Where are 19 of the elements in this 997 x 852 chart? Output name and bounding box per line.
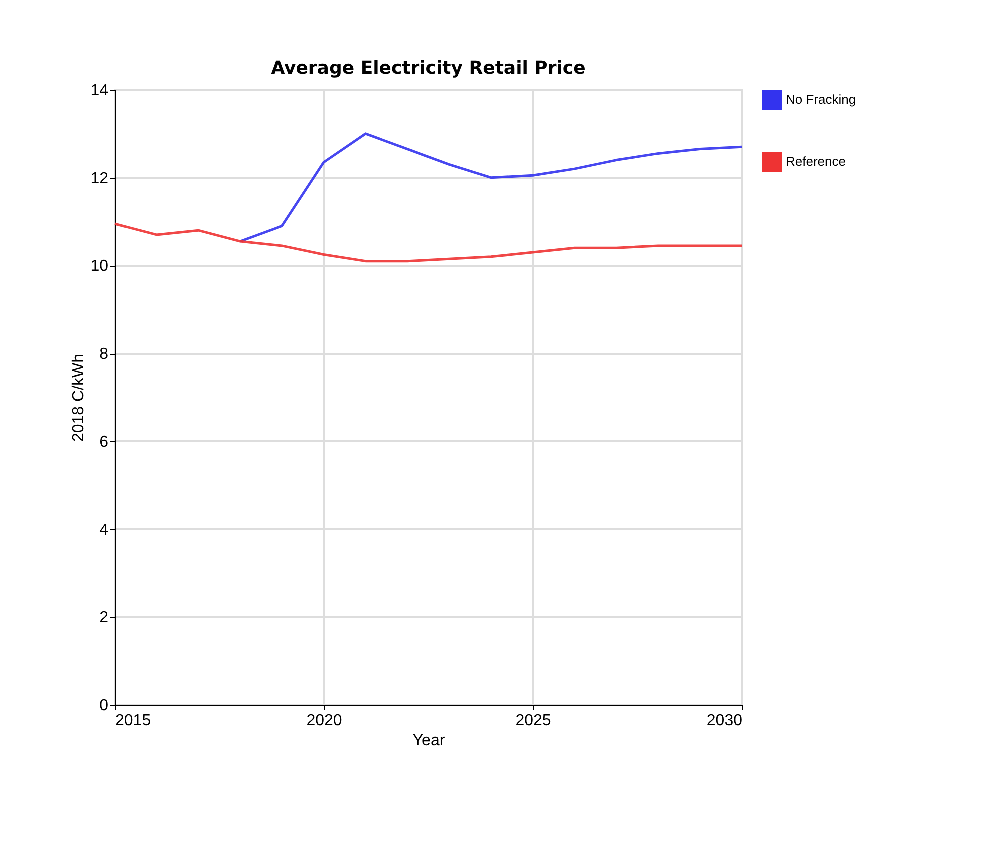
y-tick-label: 2: [100, 610, 109, 627]
y-tick-label: 4: [100, 522, 109, 539]
y-tick-label: 10: [90, 258, 109, 276]
y-axis-title: 2018 C/kWh: [70, 354, 88, 442]
legend-label: Reference: [786, 154, 846, 169]
x-tick-label: 2020: [306, 712, 342, 730]
x-tick-label: 2025: [516, 712, 552, 730]
line-series: [114, 222, 744, 263]
x-tick-label: 2015: [116, 712, 152, 730]
y-tick-label: 12: [90, 170, 109, 188]
chart-title: Average Electricity Retail Price: [271, 58, 586, 79]
y-tick-label: 14: [90, 82, 109, 100]
legend-label: No Fracking: [786, 92, 856, 107]
y-tick-label: 8: [100, 346, 109, 364]
x-tick-label: 2030: [706, 712, 743, 730]
y-tick-label: 6: [100, 434, 109, 451]
y-tick-label: 0: [100, 698, 109, 714]
x-axis-title: Year: [412, 732, 446, 750]
line-series: [239, 132, 744, 243]
